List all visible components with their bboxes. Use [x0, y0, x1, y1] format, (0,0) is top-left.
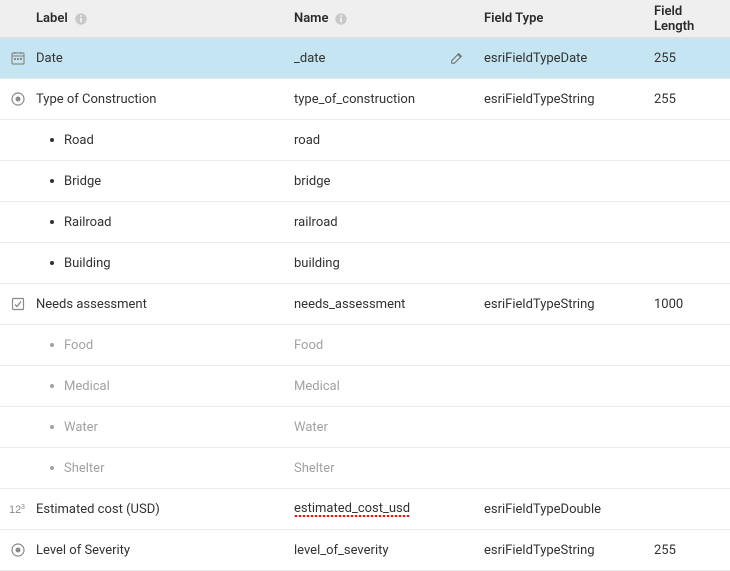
row-fieldtype: esriFieldTypeDouble: [484, 502, 601, 517]
subrow-name: road: [294, 133, 320, 148]
row-fieldlength: 255: [654, 51, 676, 66]
row-name: _date: [294, 51, 325, 66]
subrow-label: Building: [64, 256, 111, 271]
row-label: Needs assessment: [36, 297, 147, 312]
table-subrow[interactable]: Medical Medical: [0, 366, 730, 407]
radio-icon: [10, 542, 26, 558]
svg-text:12: 12: [9, 504, 21, 516]
subrow-name: Shelter: [294, 461, 335, 476]
row-fieldtype: esriFieldTypeString: [484, 543, 595, 558]
row-name: estimated_cost_usd: [294, 501, 410, 517]
bullet-icon: [50, 384, 54, 388]
svg-text:3: 3: [21, 504, 25, 511]
bullet-icon: [50, 179, 54, 183]
table-subrow[interactable]: Railroad railroad: [0, 202, 730, 243]
header-fieldtype-text: Field Type: [484, 11, 543, 26]
subrow-label: Road: [64, 133, 94, 148]
row-type-icon: [0, 296, 36, 312]
table-row[interactable]: Needs assessment needs_assessment esriFiel…: [0, 284, 730, 325]
table-body: Date_dateesriFieldTypeDate255Type of Con…: [0, 38, 730, 571]
table-subrow[interactable]: Building building: [0, 243, 730, 284]
table-subrow[interactable]: Shelter Shelter: [0, 448, 730, 489]
row-fieldlength: 1000: [654, 297, 683, 312]
row-fieldtype: esriFieldTypeString: [484, 92, 595, 107]
header-fieldlength-text: Field Length: [654, 4, 722, 34]
row-fieldtype: esriFieldTypeDate: [484, 51, 587, 66]
info-icon: [74, 12, 88, 26]
date-icon: [10, 50, 26, 66]
bullet-icon: [50, 138, 54, 142]
header-name-text: Name: [294, 11, 328, 26]
table-row[interactable]: Date _date esriFieldTypeDate 255: [0, 38, 730, 79]
row-name: needs_assessment: [294, 297, 405, 312]
row-name: type_of_construction: [294, 92, 415, 107]
subrow-name: Food: [294, 338, 323, 353]
checkbox-icon: [10, 296, 26, 312]
header-name[interactable]: Name: [294, 11, 484, 26]
subrow-label: Shelter: [64, 461, 105, 476]
bullet-icon: [50, 220, 54, 224]
row-label: Estimated cost (USD): [36, 502, 160, 517]
bullet-icon: [50, 466, 54, 470]
edit-icon[interactable]: [450, 51, 464, 65]
row-type-icon: 123: [0, 501, 36, 517]
header-label[interactable]: Label: [36, 11, 294, 26]
bullet-icon: [50, 425, 54, 429]
subrow-label: Bridge: [64, 174, 101, 189]
subrow-name: Medical: [294, 379, 340, 394]
header-fieldtype[interactable]: Field Type: [484, 11, 654, 26]
table-row[interactable]: 123 Estimated cost (USD) estimated_cost_us…: [0, 489, 730, 530]
row-label: Type of Construction: [36, 92, 156, 107]
header-label-text: Label: [36, 11, 68, 26]
subrow-label: Medical: [64, 379, 110, 394]
subrow-label: Water: [64, 420, 98, 435]
row-type-icon: [0, 542, 36, 558]
info-icon: [334, 12, 348, 26]
subrow-name: building: [294, 256, 340, 271]
bullet-icon: [50, 343, 54, 347]
row-fieldlength: 255: [654, 92, 676, 107]
subrow-label: Railroad: [64, 215, 112, 230]
table-subrow[interactable]: Food Food: [0, 325, 730, 366]
table-subrow[interactable]: Bridge bridge: [0, 161, 730, 202]
table-subrow[interactable]: Road road: [0, 120, 730, 161]
row-label: Level of Severity: [36, 543, 130, 558]
row-type-icon: [0, 50, 36, 66]
subrow-name: railroad: [294, 215, 338, 230]
table-header: Label Name Field Type Field Length: [0, 0, 730, 38]
row-type-icon: [0, 91, 36, 107]
bullet-icon: [50, 261, 54, 265]
row-label: Date: [36, 51, 63, 66]
radio-icon: [10, 91, 26, 107]
subrow-name: Water: [294, 420, 328, 435]
row-fieldtype: esriFieldTypeString: [484, 297, 595, 312]
table-row[interactable]: Type of Construction type_of_construction…: [0, 79, 730, 120]
row-name: level_of_severity: [294, 543, 389, 558]
subrow-name: bridge: [294, 174, 330, 189]
header-fieldlength[interactable]: Field Length: [654, 4, 730, 34]
row-fieldlength: 255: [654, 543, 676, 558]
table-subrow[interactable]: Water Water: [0, 407, 730, 448]
subrow-label: Food: [64, 338, 93, 353]
table-row[interactable]: Level of Severity level_of_severity esriFi…: [0, 530, 730, 571]
number-icon: 123: [9, 501, 27, 517]
